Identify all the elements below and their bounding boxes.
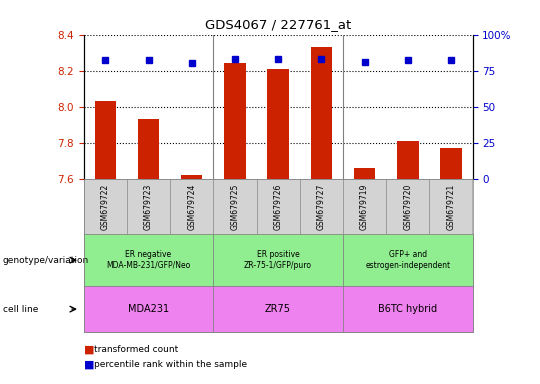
Text: GSM679720: GSM679720 bbox=[403, 183, 412, 230]
Text: GSM679721: GSM679721 bbox=[447, 183, 455, 230]
Text: GSM679723: GSM679723 bbox=[144, 183, 153, 230]
Bar bbox=[138, 119, 159, 179]
Bar bbox=[397, 141, 418, 179]
Text: GSM679727: GSM679727 bbox=[317, 183, 326, 230]
Bar bbox=[310, 47, 332, 179]
Bar bbox=[354, 168, 375, 179]
Text: GSM679724: GSM679724 bbox=[187, 183, 196, 230]
Text: percentile rank within the sample: percentile rank within the sample bbox=[94, 360, 248, 369]
Text: B6TC hybrid: B6TC hybrid bbox=[378, 304, 437, 314]
Title: GDS4067 / 227761_at: GDS4067 / 227761_at bbox=[205, 18, 351, 31]
Text: GSM679722: GSM679722 bbox=[101, 183, 110, 230]
Text: ■: ■ bbox=[84, 344, 94, 354]
Bar bbox=[94, 101, 116, 179]
Text: GSM679719: GSM679719 bbox=[360, 183, 369, 230]
Text: ER positive
ZR-75-1/GFP/puro: ER positive ZR-75-1/GFP/puro bbox=[244, 250, 312, 270]
Text: ER negative
MDA-MB-231/GFP/Neo: ER negative MDA-MB-231/GFP/Neo bbox=[106, 250, 191, 270]
Bar bbox=[440, 148, 462, 179]
Text: genotype/variation: genotype/variation bbox=[3, 256, 89, 265]
Text: ZR75: ZR75 bbox=[265, 304, 291, 314]
Text: ■: ■ bbox=[84, 360, 94, 370]
Bar bbox=[267, 69, 289, 179]
Text: MDA231: MDA231 bbox=[128, 304, 169, 314]
Bar bbox=[181, 175, 202, 179]
Text: cell line: cell line bbox=[3, 305, 38, 314]
Text: transformed count: transformed count bbox=[94, 345, 179, 354]
Text: GSM679726: GSM679726 bbox=[274, 183, 282, 230]
Text: GFP+ and
estrogen-independent: GFP+ and estrogen-independent bbox=[365, 250, 450, 270]
Bar bbox=[224, 63, 246, 179]
Text: GSM679725: GSM679725 bbox=[231, 183, 239, 230]
